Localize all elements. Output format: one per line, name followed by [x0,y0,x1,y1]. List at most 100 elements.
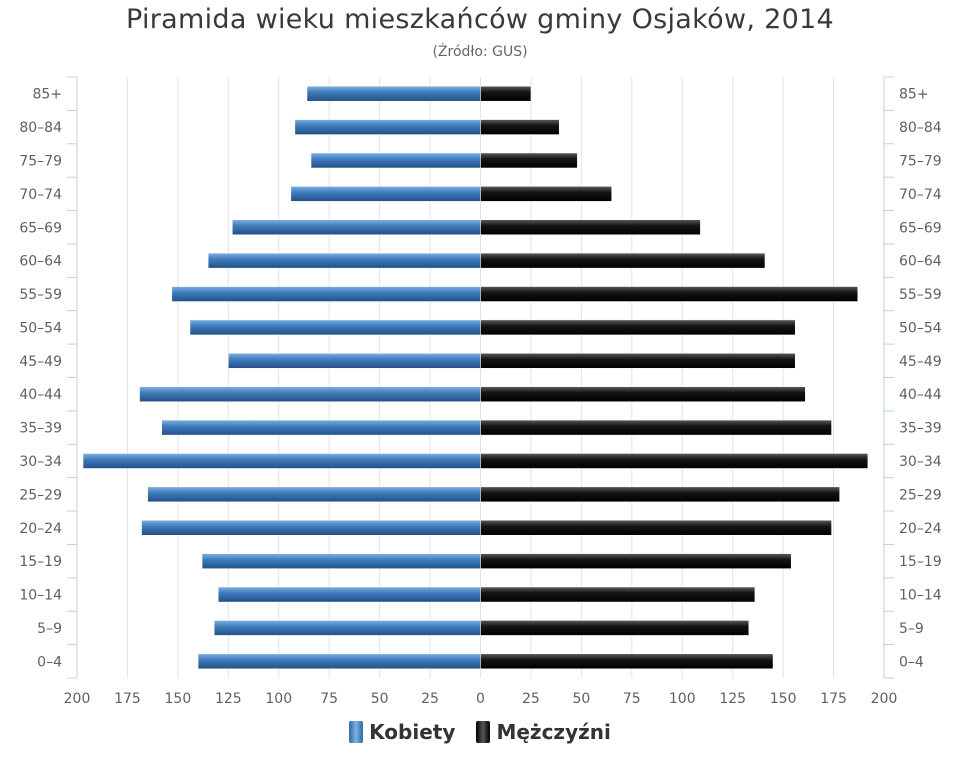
legend-swatch-kobiety [349,721,364,743]
bar-mezczyzni [480,520,832,536]
y-tick-label-right: 35–39 [899,421,942,437]
bar-mezczyzni [480,319,796,336]
bar-mezczyzni [480,85,532,102]
bar-kobiety [171,286,481,302]
y-tick-label-left: 10–14 [19,588,62,604]
y-tick-label-right: 50–54 [899,320,942,336]
bar-mezczyzni [480,152,578,169]
y-tick-label-left: 35–39 [19,421,62,437]
legend: Kobiety Mężczyźni [0,720,960,747]
bar-kobiety [161,419,481,436]
x-tick-label: 0 [476,691,485,707]
legend-swatch-mezczyzni [476,721,491,743]
y-tick-label-right: 10–14 [899,588,942,604]
x-tick-label: 75 [623,691,641,707]
bar-kobiety [232,219,481,235]
y-tick-label-left: 5–9 [37,621,62,637]
y-tick-label-right: 55–59 [899,287,942,303]
bar-kobiety [141,520,481,536]
y-tick-label-left: 75–79 [19,153,62,169]
legend-label-mezczyzni: Mężczyźni [496,720,611,744]
legend-item-mezczyzni[interactable]: Mężczyźni [476,720,611,744]
y-tick-label-left: 30–34 [19,454,62,470]
x-tick-label: 75 [320,691,338,707]
x-tick-label: 175 [820,691,847,707]
bar-kobiety [217,586,481,603]
bar-kobiety [147,486,481,503]
x-tick-label: 100 [669,691,696,707]
bar-mezczyzni [480,586,756,603]
y-tick-label-right: 85+ [899,87,929,103]
x-tick-label: 25 [522,691,540,707]
bar-kobiety [189,319,481,336]
y-tick-label-left: 50–54 [19,320,62,336]
y-tick-label-right: 20–24 [899,521,942,537]
bar-kobiety [290,186,481,202]
x-tick-label: 175 [114,691,141,707]
y-tick-label-right: 30–34 [899,454,942,470]
y-tick-label-right: 0–4 [899,654,924,670]
bar-mezczyzni [480,486,840,503]
y-tick-label-right: 15–19 [899,554,942,570]
y-tick-label-left: 0–4 [37,654,62,670]
y-tick-label-left: 80–84 [19,120,62,136]
y-tick-label-right: 40–44 [899,387,942,403]
x-tick-label: 50 [371,691,389,707]
y-tick-label-left: 85+ [32,87,62,103]
x-tick-label: 25 [421,691,439,707]
axis-layer: 200 175 150 125 100 75 50 25 0 25 50 75 100 125 150 175… [19,76,942,707]
x-tick-label: 100 [265,691,292,707]
bar-mezczyzni [480,353,796,369]
bar-mezczyzni [480,653,774,670]
y-tick-label-left: 15–19 [19,554,62,570]
y-tick-label-left: 45–49 [19,354,62,370]
bar-mezczyzni [480,553,792,569]
bar-kobiety [310,152,481,169]
y-tick-label-left: 65–69 [19,220,62,236]
y-tick-label-left: 40–44 [19,387,62,403]
bar-kobiety [139,386,481,402]
bar-kobiety [201,553,481,569]
chart-subtitle: (Źródło: GUS) [432,44,528,60]
bar-mezczyzni [480,286,859,302]
y-tick-label-left: 55–59 [19,287,62,303]
bar-mezczyzni [480,386,806,402]
y-tick-label-right: 75–79 [899,153,942,169]
y-tick-label-left: 20–24 [19,521,62,537]
bar-kobiety [82,453,481,469]
bar-kobiety [306,85,481,102]
bar-mezczyzni [480,186,612,202]
x-tick-label: 200 [871,691,898,707]
y-tick-label-right: 80–84 [899,120,942,136]
bar-mezczyzni [480,252,766,269]
chart-title: Piramida wieku mieszkańców gminy Osjaków… [125,4,835,35]
y-tick-label-right: 25–29 [899,487,942,503]
bars-layer [82,85,869,670]
x-tick-label: 125 [719,691,746,707]
y-tick-label-right: 65–69 [899,220,942,236]
bar-mezczyzni [480,419,832,436]
y-tick-label-left: 60–64 [19,254,62,270]
y-tick-label-right: 60–64 [899,254,942,270]
bar-mezczyzni [480,620,750,636]
legend-label-kobiety: Kobiety [369,720,456,744]
x-tick-label: 200 [64,691,91,707]
bar-mezczyzni [480,119,560,135]
bar-kobiety [294,119,481,135]
y-tick-label-right: 70–74 [899,187,942,203]
x-tick-label: 125 [215,691,242,707]
x-tick-label: 50 [572,691,590,707]
bar-kobiety [197,653,481,670]
legend-item-kobiety[interactable]: Kobiety [349,720,455,744]
bar-mezczyzni [480,453,869,469]
x-tick-label: 150 [165,691,192,707]
x-tick-label: 150 [770,691,797,707]
y-tick-label-left: 25–29 [19,487,62,503]
y-tick-label-right: 45–49 [899,354,942,370]
bar-kobiety [213,620,481,636]
y-tick-label-right: 5–9 [899,621,924,637]
bar-kobiety [207,252,481,269]
y-tick-label-left: 70–74 [19,187,62,203]
